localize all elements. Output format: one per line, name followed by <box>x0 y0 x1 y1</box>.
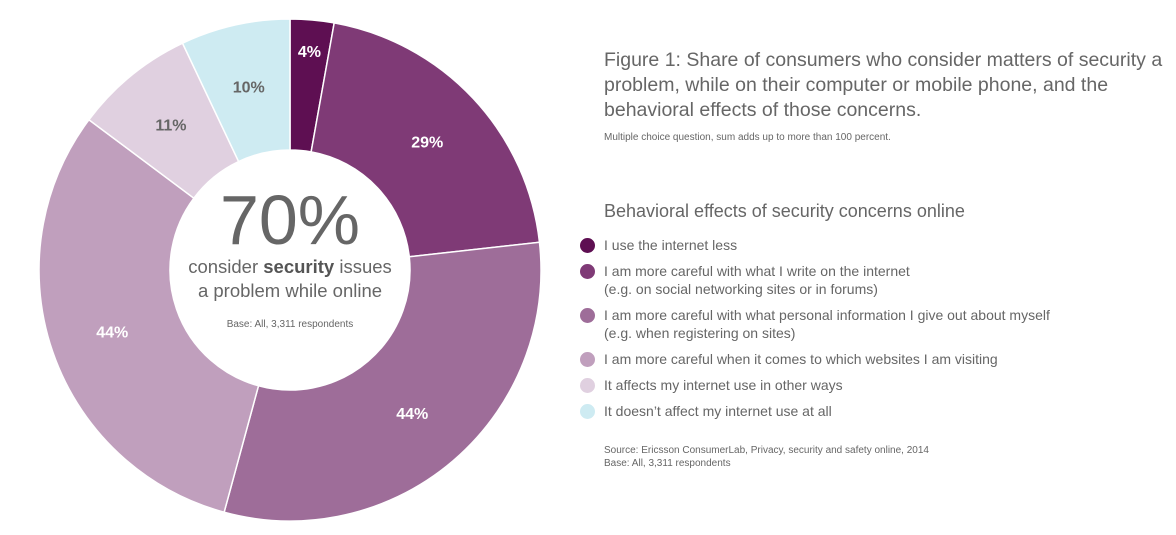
legend-item: I use the internet less <box>580 236 1160 254</box>
legend-label: I am more careful with what I write on t… <box>604 262 910 298</box>
donut-slice-1 <box>310 22 541 258</box>
legend-label-main: I use the internet less <box>604 237 738 253</box>
slice-label-2: 44% <box>396 406 428 423</box>
center-line-2: a problem while online <box>197 280 383 301</box>
legend-label: I am more careful when it comes to which… <box>604 350 998 368</box>
legend-swatch-icon <box>580 308 595 323</box>
legend-swatch-icon <box>580 404 595 419</box>
legend-label: I use the internet less <box>604 236 737 254</box>
legend-label-main: I am more careful with what I write on t… <box>604 263 910 279</box>
legend-swatch-icon <box>580 352 595 367</box>
donut-slice-2 <box>223 241 542 522</box>
legend-item: It affects my internet use in other ways <box>580 376 1160 394</box>
donut-center-text: 70% consider security issues a problem w… <box>160 185 420 330</box>
legend-item: I am more careful when it comes to which… <box>580 350 1160 368</box>
legend-swatch-icon <box>580 264 595 279</box>
center-line-1: consider security issues <box>160 255 420 279</box>
chart-subtitle: Multiple choice question, sum adds up to… <box>604 132 891 143</box>
legend-item: It doesn’t affect my internet use at all <box>580 402 1160 420</box>
legend-title: Behavioral effects of security concerns … <box>604 201 965 221</box>
legend: I use the internet less I am more careful… <box>580 236 1160 428</box>
slice-label-5: 10% <box>233 80 265 97</box>
legend-swatch-icon <box>580 378 595 393</box>
center-line-1-bold: security <box>263 256 335 277</box>
center-base: Base: All, 3,311 respondents <box>226 319 354 330</box>
slice-label-4: 11% <box>155 118 186 135</box>
legend-item: I am more careful with what I write on t… <box>580 262 1160 298</box>
center-line-1-pre: consider <box>188 256 264 277</box>
legend-label: It doesn’t affect my internet use at all <box>604 402 832 420</box>
legend-label-sub: (e.g. on social networking sites or in f… <box>604 281 878 297</box>
legend-label-main: I am more careful with what personal inf… <box>604 307 1050 323</box>
donut-chart: 4% 29% 44% 44% 11% 10% <box>38 18 542 522</box>
legend-label-main: It doesn’t affect my internet use at all <box>604 403 832 419</box>
legend-label-sub: (e.g. when registering on sites) <box>604 325 796 341</box>
chart-title: Figure 1: Share of consumers who conside… <box>604 49 1163 121</box>
legend-swatch-icon <box>580 238 595 253</box>
slice-label-1: 29% <box>411 135 443 152</box>
legend-label: I am more careful with what personal inf… <box>604 306 1050 342</box>
center-percentage: 70% <box>219 181 361 259</box>
slice-label-0: 4% <box>298 44 321 61</box>
donut-slice-3 <box>38 118 260 514</box>
source-text: Source: Ericsson ConsumerLab, Privacy, s… <box>604 445 929 456</box>
donut-slice-5 <box>181 18 291 163</box>
legend-item: I am more careful with what personal inf… <box>580 306 1160 342</box>
slice-label-3: 44% <box>96 324 128 341</box>
legend-label-main: It affects my internet use in other ways <box>604 377 843 393</box>
source-note: Source: Ericsson ConsumerLab, Privacy, s… <box>604 444 929 470</box>
legend-label: It affects my internet use in other ways <box>604 376 843 394</box>
legend-label-main: I am more careful when it comes to which… <box>604 351 998 367</box>
center-line-1-post: issues <box>334 256 392 277</box>
base-text: Base: All, 3,311 respondents <box>604 458 731 469</box>
